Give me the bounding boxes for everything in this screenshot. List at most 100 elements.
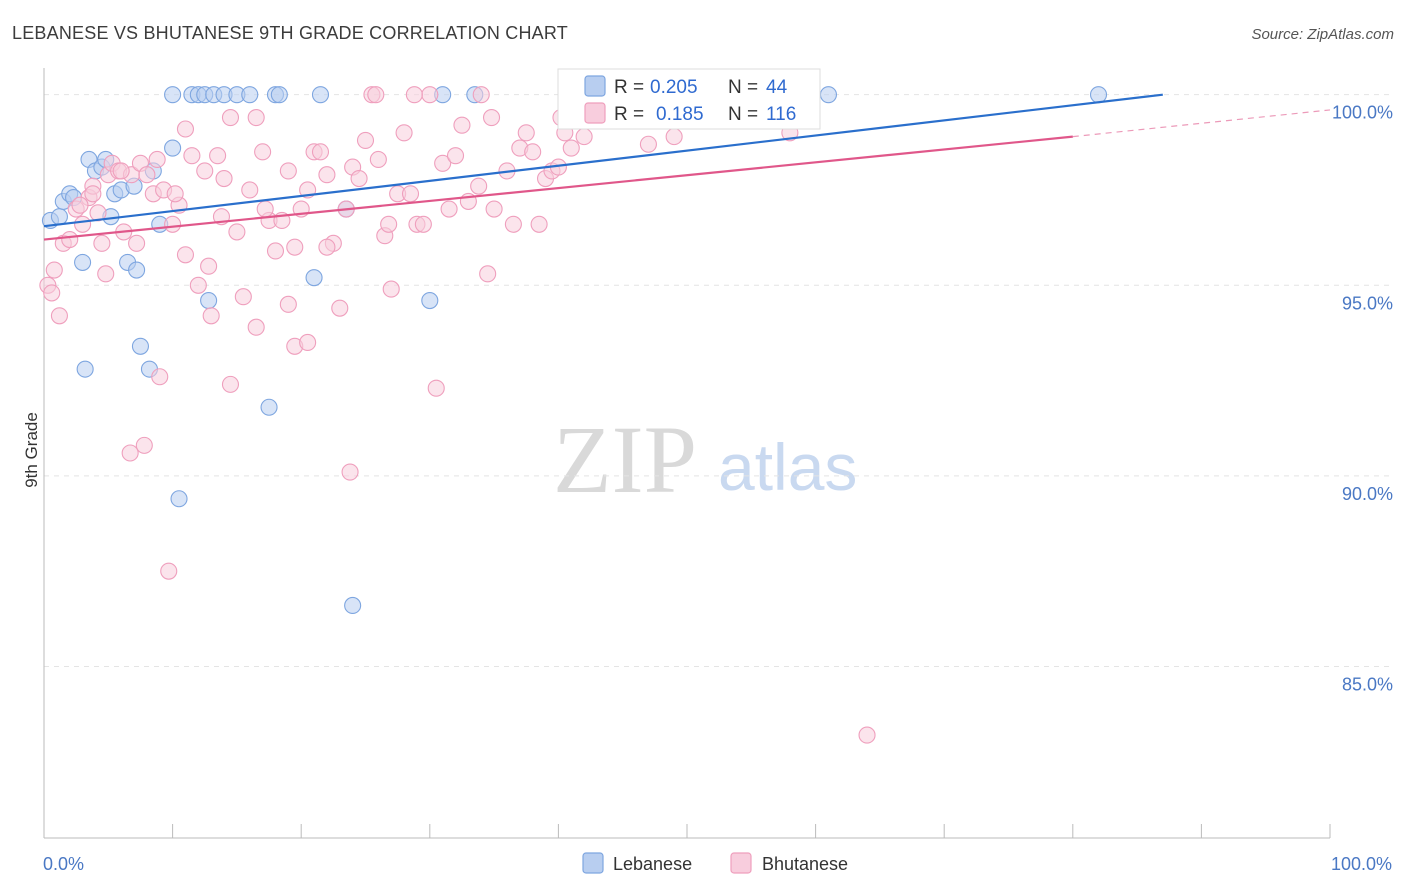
lebanese-trend-line [43,93,1163,228]
bhutanese-point-112 [166,185,184,203]
bhutanese-point-90 [71,196,89,214]
bhutanese-point-108 [482,109,501,127]
bhutanese-point-68 [440,200,458,218]
bhutanese-point-113 [256,200,274,218]
bhutanese-point-66 [427,379,445,397]
bhutanese-point-39 [254,143,272,161]
bhutanese-point-105 [858,726,876,744]
bhutanese-point-26 [176,120,195,138]
lebanese-point-1 [50,208,68,226]
bhutanese-point-20 [138,166,156,184]
watermark-zip: ZIP [553,406,697,513]
stats-swatch-bhutanese [584,102,606,124]
bhutanese-point-100 [318,238,336,256]
bhutanese-point-87 [665,128,683,146]
lebanese-point-22 [200,291,218,310]
bhutanese-point-57 [369,150,387,169]
bhutanese-point-103 [341,463,359,481]
y-tick-label-2: 90.0% [1342,484,1393,504]
y-axis-title: 9th Grade [22,412,41,488]
lebanese-point-27 [170,490,188,508]
bhutanese-point-24 [164,215,182,233]
bhutanese-point-86 [639,135,657,153]
lebanese-point-15 [164,139,182,157]
bhutanese-point-29 [196,162,214,180]
bhutanese-point-34 [221,109,240,127]
y-tick-labels: 100.0% 95.0% 90.0% 85.0% [1332,103,1393,695]
lebanese-point-29 [164,86,182,104]
bhutanese-trend-extension [1072,109,1331,138]
grid-lines [44,94,1390,667]
bhutanese-point-96 [247,318,265,336]
stats-n-value-bhutanese: 116 [766,104,796,125]
lebanese-point-26 [421,291,439,310]
lebanese-point-36 [241,86,259,104]
lebanese-point-38 [270,86,288,104]
bhutanese-point-49 [318,166,336,184]
bhutanese-point-101 [135,436,153,454]
bhutanese-point-37 [241,181,259,199]
legend-swatch-bhutanese [730,852,752,874]
bhutanese-point-79 [530,215,548,233]
bhutanese-point-111 [84,185,102,203]
chart-title: LEBANESE VS BHUTANESE 9TH GRADE CORRELAT… [12,23,568,43]
bhutanese-point-35 [228,223,246,241]
y-tick-label-3: 85.0% [1342,674,1393,694]
stats-swatch-lebanese [584,75,606,97]
bhutanese-point-27 [183,147,201,165]
lebanese-point-16 [74,253,92,271]
bhutanese-point-36 [234,288,252,306]
stats-n-label-bhutanese: N = [728,104,758,125]
bhutanese-point-59 [382,280,400,298]
bhutanese-point-85 [575,128,593,146]
lebanese-point-23 [260,398,278,416]
y-tick-label-0: 100.0% [1332,103,1393,123]
bhutanese-point-12 [97,265,115,283]
x-tick-labels: 0.0% 100.0% [43,854,1392,874]
x-tick-label-max: 100.0% [1331,854,1392,874]
bhutanese-point-78 [524,143,542,161]
stats-box: R = 0.205 N = 44 R = 0.185 N = 116 [557,68,821,130]
bhutanese-point-38 [247,109,265,127]
bhutanese-point-44 [286,238,304,256]
legend-swatch-lebanese [582,852,604,874]
lebanese-point-20 [131,337,149,355]
bhutanese-point-33 [215,169,233,188]
bhutanese-point-55 [356,131,375,149]
x-tick-label-min: 0.0% [43,854,84,874]
bhutanese-point-115 [470,177,488,195]
bhutanese-point-62 [401,185,420,203]
lebanese-point-28 [344,596,362,615]
bhutanese-point-74 [485,200,503,218]
bhutanese-point-91 [112,162,130,180]
bhutanese-point-3 [50,307,68,325]
legend: Lebanese Bhutanese [582,852,848,874]
stats-r-label-bhutanese: R = [614,104,644,125]
bhutanese-point-102 [121,444,139,462]
bhutanese-point-18 [128,234,146,252]
bhutanese-point-72 [472,86,490,104]
bhutanese-point-30 [200,257,218,275]
bhutanese-point-65 [421,86,439,104]
bhutanese-point-54 [350,169,368,188]
stats-r-value-lebanese: 0.205 [650,77,698,98]
bhutanese-point-43 [279,162,297,180]
bhutanese-point-107 [405,86,423,104]
bhutanese-point-32 [209,147,227,165]
chart-source: Source: ZipAtlas.com [1251,26,1394,43]
legend-label-lebanese: Lebanese [613,854,692,874]
lebanese-point-24 [305,269,323,287]
lebanese-point-18 [128,261,146,279]
bhutanese-point-92 [151,368,169,386]
series-bhutanese [39,86,876,744]
bhutanese-point-2 [45,261,63,279]
bhutanese-point-106 [367,86,385,104]
bhutanese-point-109 [517,124,535,142]
stats-n-label-lebanese: N = [728,77,758,98]
trend-lines [43,93,1331,241]
bhutanese-point-70 [453,116,471,134]
bhutanese-trend-line [43,135,1073,241]
bhutanese-point-48 [311,143,330,161]
